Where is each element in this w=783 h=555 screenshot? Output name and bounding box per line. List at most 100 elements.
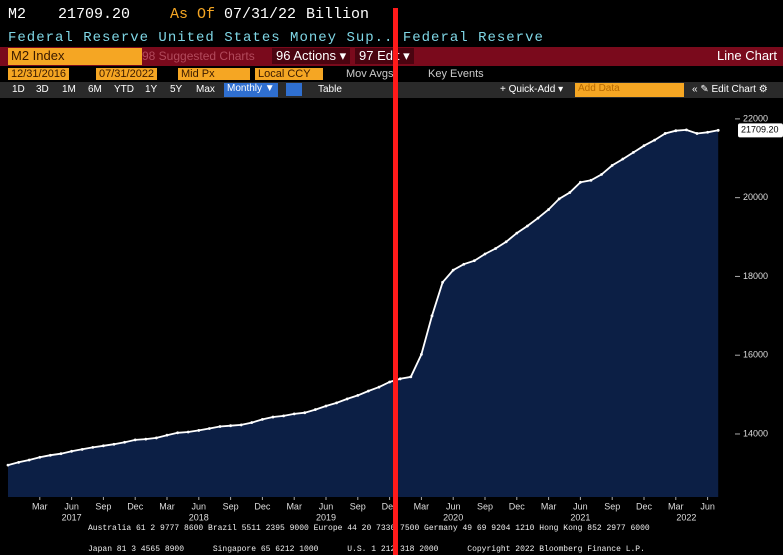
edit-chart[interactable]: « ✎ Edit Chart ⚙ <box>692 84 768 95</box>
x-tick-label: Dec <box>127 501 144 511</box>
data-point <box>123 440 126 444</box>
data-point <box>557 197 561 201</box>
y-tick-label: 22000 <box>743 113 768 123</box>
key-events[interactable]: Key Events <box>428 68 484 80</box>
start-date[interactable]: 12/31/2016 <box>8 68 70 80</box>
x-tick-label: Jun <box>573 501 588 511</box>
mov-avgs[interactable]: Mov Avgs <box>346 68 394 80</box>
header-row: M2 21709.20 As Of 07/31/22 Billion <box>0 0 783 28</box>
quick-add[interactable]: + Quick-Add ▾ <box>500 84 564 95</box>
data-point <box>610 163 614 167</box>
add-data[interactable]: Add Data <box>575 83 684 97</box>
description: Federal Reserve United States Money Sup.… <box>8 30 544 46</box>
x-tick-label: Sep <box>95 501 111 511</box>
x-tick-label: Sep <box>223 501 239 511</box>
data-point <box>282 414 285 418</box>
data-point <box>218 425 222 428</box>
x-tick-label: Jun <box>319 501 334 511</box>
x-tick-label: Mar <box>32 501 48 511</box>
frequency-select[interactable]: Monthly ▼ <box>224 83 278 97</box>
data-point <box>133 438 137 442</box>
data-point <box>292 412 296 416</box>
x-tick-label: Jun <box>700 501 715 511</box>
chart-icon[interactable] <box>286 83 302 96</box>
controls-row: 12/31/2016 07/31/2022 Mid Px Local CCY M… <box>0 67 783 82</box>
data-point <box>165 433 169 437</box>
data-point <box>27 458 31 462</box>
data-point <box>568 191 572 194</box>
table-button[interactable]: Table <box>318 84 342 95</box>
period-button[interactable]: 1M <box>62 84 76 95</box>
data-point <box>49 453 52 457</box>
footer-line: Australia 61 2 9777 8600 Brazil 5511 239… <box>88 524 650 533</box>
data-point <box>600 173 603 176</box>
data-point <box>335 401 338 405</box>
end-date[interactable]: 07/31/2022 <box>96 68 158 80</box>
data-point <box>356 393 360 397</box>
currency[interactable]: Local CCY <box>255 68 323 80</box>
data-point <box>239 423 243 427</box>
period-button[interactable]: 1D <box>12 84 25 95</box>
y-tick-label: 14000 <box>743 428 768 438</box>
data-point <box>59 452 63 456</box>
data-point <box>345 397 349 401</box>
period-button[interactable]: 5Y <box>170 84 183 95</box>
data-point <box>451 268 455 272</box>
x-tick-label: Jun <box>192 501 207 511</box>
y-tick-label: 20000 <box>743 192 768 202</box>
data-point <box>526 224 529 228</box>
last-price: 21709.20 <box>58 6 131 23</box>
data-point <box>388 380 391 384</box>
data-point <box>271 415 275 419</box>
x-tick-label: Jun <box>446 501 461 511</box>
data-point <box>17 460 20 464</box>
suggested-charts[interactable]: 98 Suggested Charts <box>142 49 255 63</box>
x-tick-label: Mar <box>668 501 684 511</box>
data-point <box>685 128 688 132</box>
period-button[interactable]: 1Y <box>145 84 158 95</box>
data-point <box>462 262 466 266</box>
x-tick-label: Mar <box>541 501 557 511</box>
as-of: As Of <box>170 6 216 23</box>
data-point <box>155 436 158 440</box>
x-tick-label: Mar <box>159 501 175 511</box>
data-point <box>589 178 593 182</box>
data-point <box>112 442 116 446</box>
data-point <box>494 247 497 250</box>
data-point <box>547 208 550 211</box>
period-bar: 1D 3D 1M 6M YTD 1Y 5Y Max Monthly ▼ Table + Quick-… <box>0 82 783 98</box>
period-button[interactable]: 3D <box>36 84 49 95</box>
actions-menu[interactable]: 96 Actions ▾ <box>272 48 351 64</box>
ticker: M2 <box>8 6 27 23</box>
period-button[interactable]: Max <box>196 84 215 95</box>
x-tick-label: Mar <box>414 501 430 511</box>
data-point <box>70 449 73 453</box>
data-point <box>102 444 105 448</box>
period-button[interactable]: YTD <box>114 84 134 95</box>
chart-type: Line Chart <box>717 48 777 63</box>
data-point <box>144 437 148 441</box>
data-point <box>642 144 646 148</box>
security-box[interactable]: M2 Index <box>8 48 142 65</box>
data-point <box>536 216 540 220</box>
data-point <box>208 427 211 430</box>
data-point <box>229 424 233 428</box>
data-point <box>632 150 635 154</box>
year-label: 2022 <box>676 512 696 522</box>
x-tick-label: Dec <box>382 501 399 511</box>
data-point <box>515 231 519 235</box>
data-point <box>250 421 254 424</box>
x-tick-label: Jun <box>64 501 79 511</box>
footer-line: Japan 81 3 4565 8900 Singapore 65 6212 1… <box>88 545 645 554</box>
data-point <box>38 455 42 459</box>
x-tick-label: Mar <box>286 501 302 511</box>
x-tick-label: Sep <box>604 501 620 511</box>
data-point <box>483 252 487 256</box>
period-button[interactable]: 6M <box>88 84 102 95</box>
last-value-tag <box>738 123 783 138</box>
y-tick-label: 18000 <box>743 271 768 281</box>
data-point <box>186 430 190 434</box>
field[interactable]: Mid Px <box>178 68 250 80</box>
area <box>8 129 719 497</box>
